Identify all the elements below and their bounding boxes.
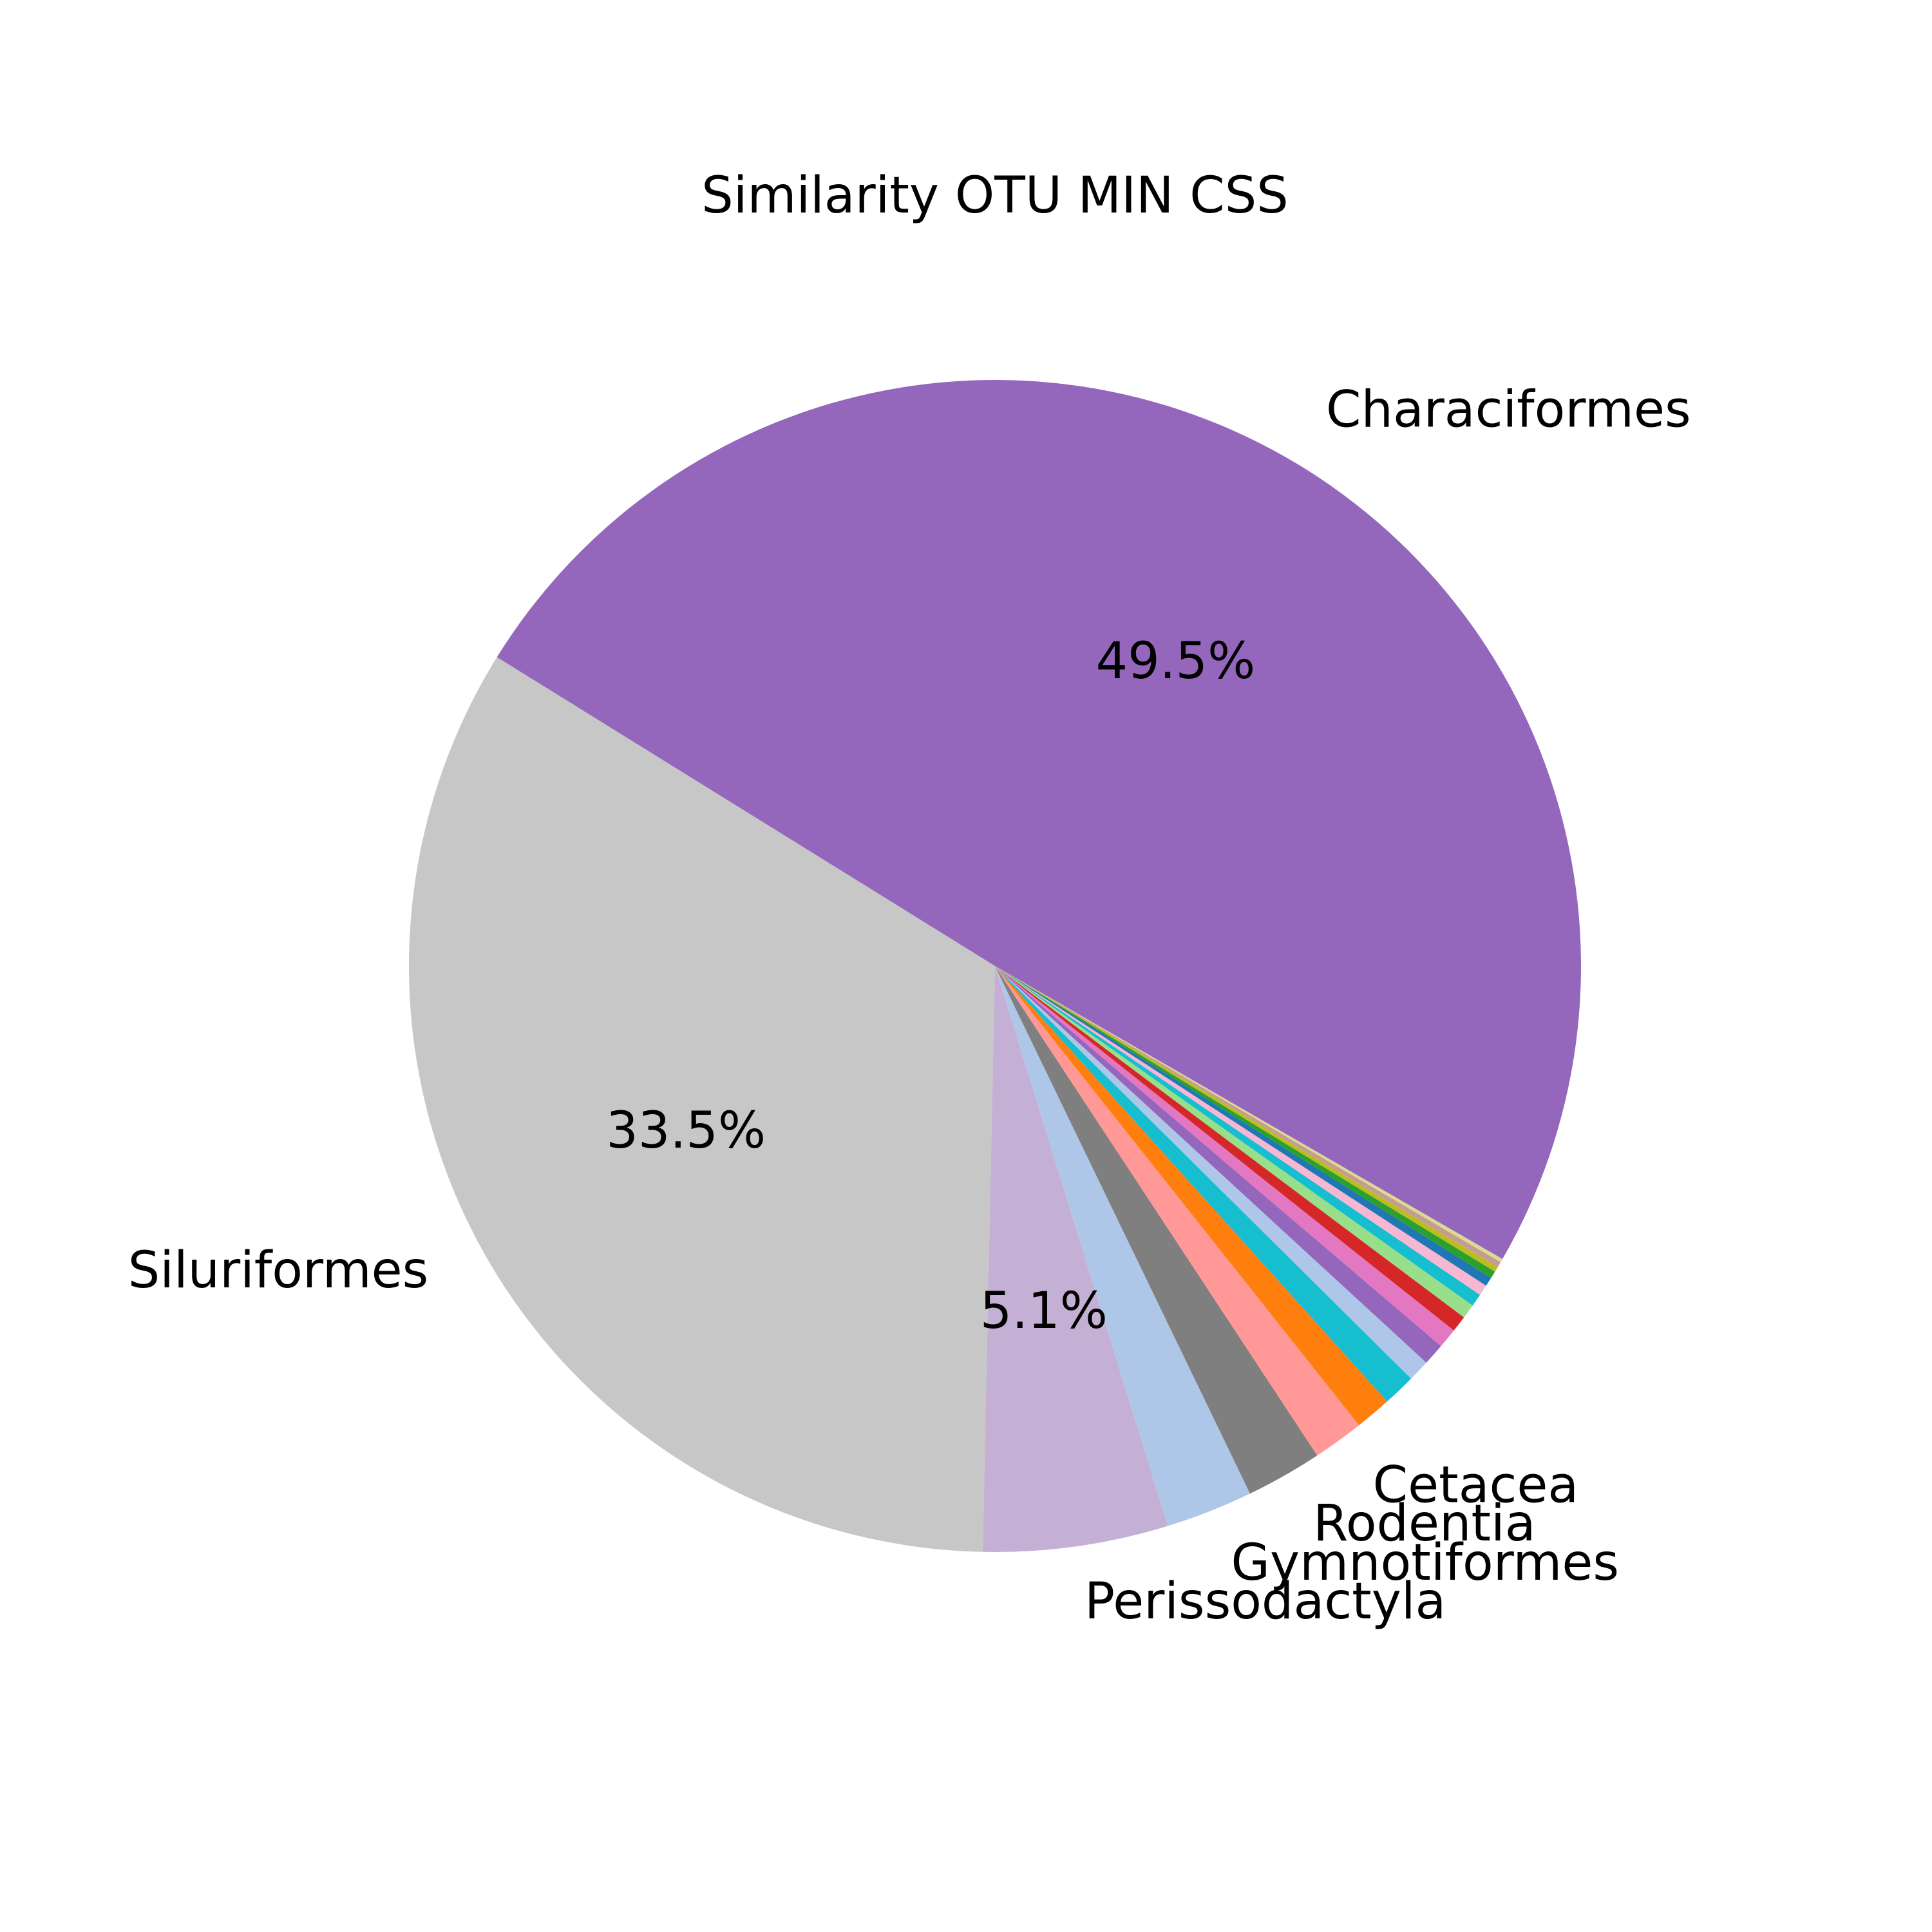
pie-slice-characiformes [497, 380, 1581, 1259]
slice-percent-label: 49.5% [1095, 632, 1255, 690]
pie-slice-gymnotiformes [995, 966, 1251, 1526]
pie-slice-9 [995, 966, 1441, 1363]
pie-slice-13 [995, 966, 1481, 1306]
pie-slices [408, 380, 1581, 1552]
pie-slice-11 [995, 966, 1464, 1331]
pie-slice-18 [995, 966, 1501, 1267]
slice-label: Characiformes [1326, 381, 1691, 439]
slice-label: Cetacea [1373, 1457, 1579, 1515]
slice-percent-label: 5.1% [980, 1282, 1108, 1340]
chart-title: Similarity OTU MIN CSS [701, 167, 1288, 225]
slice-label: Perissodactyla [1084, 1573, 1446, 1631]
slice-label: Siluriformes [128, 1242, 429, 1300]
pie-slice-17 [995, 966, 1498, 1272]
pie-slice-16 [995, 966, 1495, 1278]
pie-slice-10 [995, 966, 1454, 1347]
slice-labels: Characiformes Siluriformes PerissodactylaG… [128, 381, 1691, 1631]
pie-slice-cetacea [995, 966, 1359, 1456]
slice-label: Rodentia [1313, 1495, 1535, 1553]
pie-slice-14 [995, 966, 1486, 1295]
pie-slice-siluriformes [408, 657, 995, 1552]
pie-slice-rodentia [995, 966, 1318, 1494]
slice-percent-labels: 49.5% 33.5% 5.1% [606, 632, 1255, 1340]
pie-slice-12 [995, 966, 1473, 1318]
pie-slice-8 [995, 966, 1426, 1379]
pie-slice-perissodactyla [982, 966, 1168, 1552]
pie-slice-6 [995, 966, 1387, 1426]
slice-percent-label: 33.5% [606, 1102, 766, 1160]
pie-slice-19 [995, 966, 1503, 1262]
slice-label: Gymnotiformes [1231, 1534, 1619, 1592]
pie-slice-15 [995, 966, 1492, 1286]
pie-slice-7 [995, 966, 1412, 1402]
